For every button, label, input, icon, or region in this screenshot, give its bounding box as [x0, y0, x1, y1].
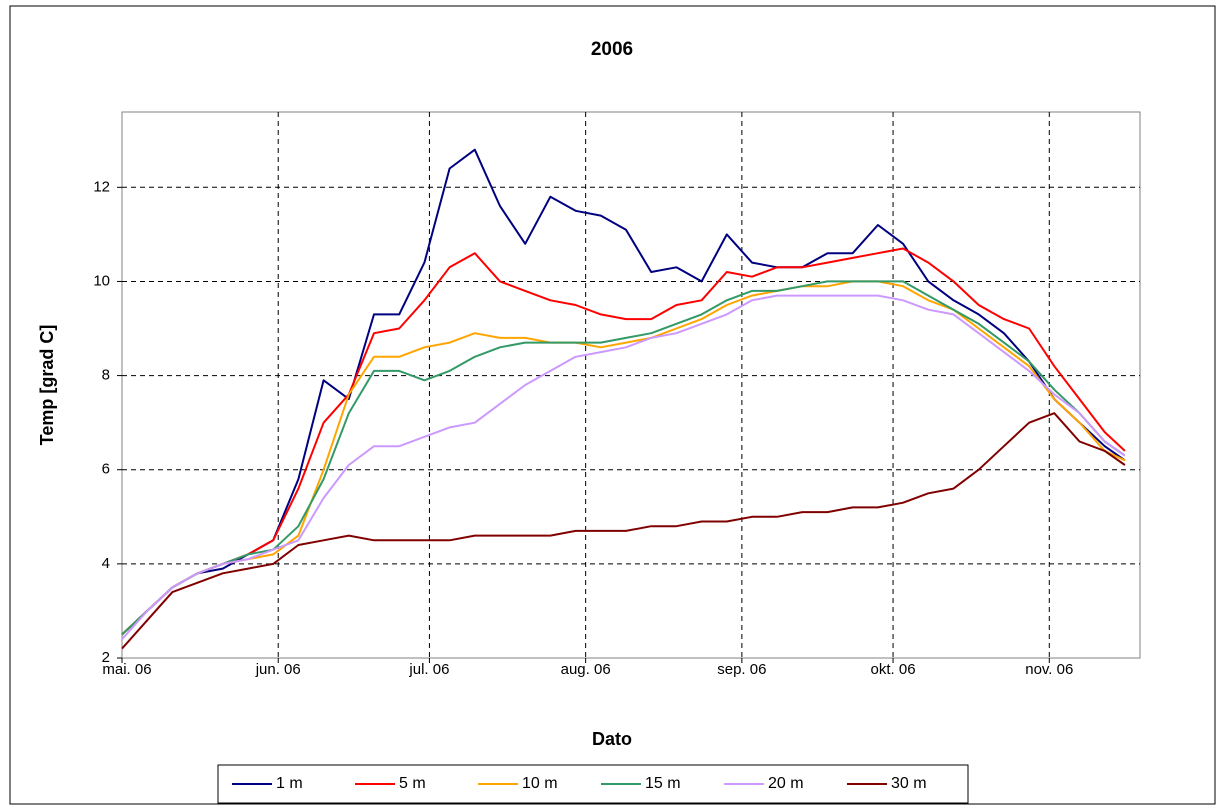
- x-tick-label: aug. 06: [561, 661, 611, 678]
- x-tick-label: sep. 06: [717, 661, 766, 678]
- series-line: [121, 294, 1126, 640]
- series-line: [121, 412, 1126, 650]
- series-line: [121, 247, 1126, 636]
- x-tick-label: jun. 06: [255, 661, 301, 678]
- legend-label: 15 m: [645, 775, 681, 792]
- x-tick-label: nov. 06: [1025, 661, 1073, 678]
- y-tick-label: 12: [93, 178, 110, 195]
- series-line: [121, 148, 1126, 636]
- y-tick-label: 2: [102, 649, 110, 666]
- chart-frame: [9, 5, 1216, 805]
- legend-label: 30 m: [891, 775, 927, 792]
- x-tick-label: okt. 06: [871, 661, 916, 678]
- x-tick-label: jul. 06: [408, 661, 449, 678]
- y-tick-label: 6: [102, 461, 110, 478]
- y-axis-label: Temp [grad C]: [37, 325, 57, 446]
- legend-label: 1 m: [276, 775, 303, 792]
- plot-area: [121, 111, 1141, 659]
- x-axis-label: Dato: [592, 729, 632, 749]
- y-tick-label: 8: [102, 367, 110, 384]
- legend-label: 5 m: [399, 775, 426, 792]
- series-line: [121, 280, 1126, 636]
- series-line: [121, 280, 1126, 636]
- y-tick-label: 10: [93, 272, 110, 289]
- legend-label: 20 m: [768, 775, 804, 792]
- y-tick-label: 4: [102, 555, 110, 572]
- legend: [217, 764, 969, 804]
- legend-label: 10 m: [522, 775, 558, 792]
- chart-title: 2006: [591, 39, 633, 60]
- x-tick-label: mai. 06: [102, 661, 151, 678]
